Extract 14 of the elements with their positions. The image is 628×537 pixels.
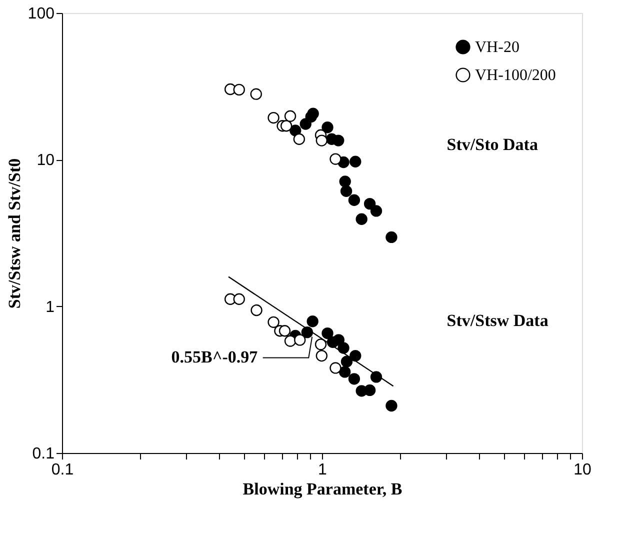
legend-label: VH-100/200 [475, 67, 556, 84]
annotation: Stv/Sto Data [446, 135, 538, 154]
y-tick-label: 10 [36, 152, 55, 170]
legend-label: VH-20 [475, 39, 520, 56]
y-tick-label: 1 [46, 298, 55, 316]
y-tick-label: 0.1 [32, 446, 55, 462]
x-tick-label: 1 [318, 462, 328, 478]
x-tick-label: 0.1 [51, 462, 74, 478]
x-axis-title: Blowing Parameter, B [242, 480, 402, 498]
y-axis-title: Stv/Stsw and Stv/St0 [4, 158, 24, 309]
x-tick-label: 10 [574, 462, 592, 478]
annotation: 0.55B^-0.97 [171, 348, 258, 367]
y-tick-label: 100 [28, 6, 55, 22]
annotation: Stv/Stsw Data [446, 311, 549, 330]
